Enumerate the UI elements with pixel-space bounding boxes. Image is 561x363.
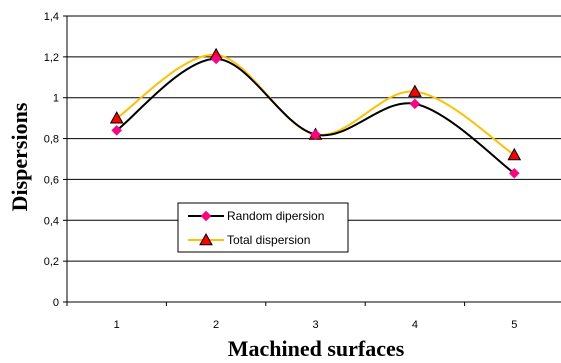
y-tick-label: 0,4: [44, 215, 59, 227]
x-tick-label: 4: [412, 319, 418, 331]
x-tick-label: 2: [213, 319, 219, 331]
data-point-random: [310, 129, 321, 140]
gridlines: [67, 15, 561, 262]
y-tick-label: 0,8: [44, 134, 59, 146]
axes: [63, 15, 561, 306]
data-point-random: [111, 125, 123, 136]
series-layer: [109, 47, 522, 179]
data-point-random: [210, 53, 222, 65]
legend-label: Total dispersion: [227, 233, 310, 247]
y-tick-label: 0,2: [44, 256, 59, 268]
y-tick-label: 1,4: [44, 11, 59, 23]
x-tick-label: 1: [114, 319, 120, 331]
y-tick-label: 1,2: [44, 52, 59, 64]
x-tick-label: 3: [312, 319, 318, 331]
y-tick-label: 0,6: [44, 174, 59, 186]
x-tick-label: 5: [511, 319, 517, 331]
series-line-total: [116, 53, 515, 156]
series-line-random: [116, 57, 515, 175]
y-tick-label: 1: [53, 93, 59, 105]
data-point-total: [408, 84, 422, 97]
legend-marker: [200, 210, 212, 222]
x-tick-labels: 1 2 3 4 5: [114, 319, 518, 331]
y-tick-labels: 0 0,2 0,4 0,6 0,8 1 1,2 1,4: [44, 11, 59, 309]
y-tick-label: 0: [53, 297, 59, 309]
legend: Random dipersion Total dispersion: [177, 202, 349, 253]
data-point-random: [409, 98, 421, 110]
x-axis-title: Machined surfaces: [228, 336, 405, 361]
legend-label: Random dipersion: [227, 209, 324, 223]
y-axis-title: Dispersions: [7, 102, 32, 211]
data-point-total: [109, 111, 124, 124]
data-point-total: [507, 147, 522, 161]
data-point-random: [508, 167, 520, 179]
legend-marker: [199, 232, 213, 246]
